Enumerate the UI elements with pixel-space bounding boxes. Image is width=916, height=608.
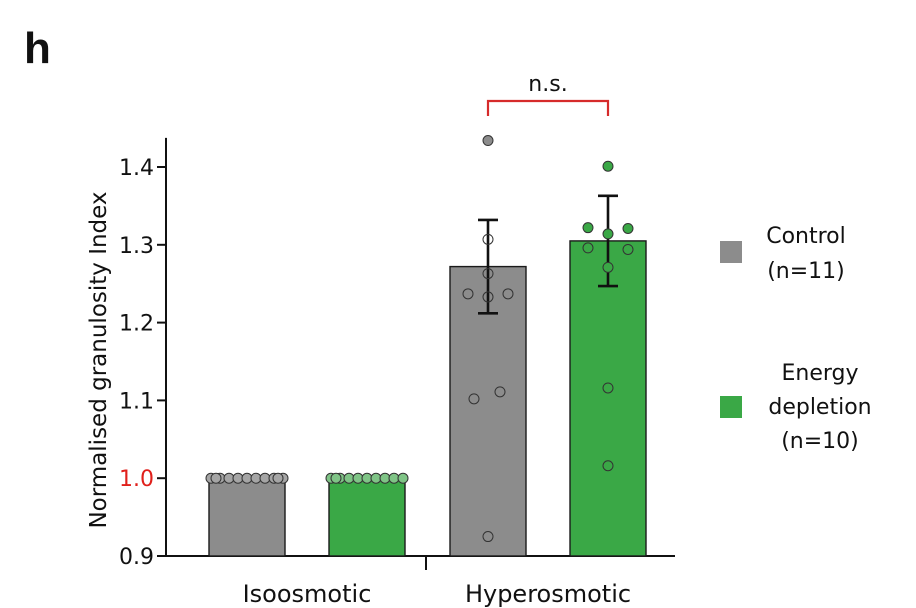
data-point [622, 222, 634, 234]
significance-label: n.s. [528, 72, 567, 97]
data-points [205, 135, 634, 543]
data-point [602, 228, 614, 240]
data-point [482, 233, 494, 245]
data-point [397, 472, 409, 484]
data-point [482, 531, 494, 543]
data-point [494, 386, 506, 398]
y-tick-label: 0.9 [119, 545, 154, 570]
legend-label-energy-line2: depletion [768, 395, 871, 420]
bar [449, 265, 527, 557]
panel-letter: h [24, 24, 51, 73]
data-point [582, 242, 594, 254]
significance-bracket [486, 99, 610, 116]
data-point [210, 472, 222, 484]
data-point [482, 135, 494, 147]
data-point [330, 472, 342, 484]
data-point [482, 291, 494, 303]
data-point [468, 393, 480, 405]
data-point [602, 160, 614, 172]
y-tick-label: 1.1 [119, 389, 154, 414]
data-point [502, 288, 514, 300]
data-point [462, 288, 474, 300]
legend-n-control: (n=11) [767, 259, 845, 284]
data-point [482, 268, 494, 280]
bar [328, 477, 406, 557]
bar [208, 477, 286, 557]
data-point [602, 261, 614, 273]
legend-label-control: Control [766, 224, 846, 249]
bars [208, 240, 647, 557]
significance-annotation: n.s. [486, 72, 610, 116]
legend-label-energy-line1: Energy [781, 361, 858, 386]
y-tick-label: 1.2 [119, 312, 154, 337]
legend-swatch-energy-depletion [720, 396, 742, 418]
data-point [602, 382, 614, 394]
data-point [622, 243, 634, 255]
legend-n-energy: (n=10) [781, 429, 859, 454]
legend: Control (n=11) Energy depletion (n=10) [720, 224, 872, 454]
axes: 0.9 1.0 1.1 1.2 1.3 1.4 Isoosmotic Hyperosmotic [119, 137, 675, 608]
legend-swatch-control [720, 241, 742, 263]
y-axis-label: Normalised granulosity Index [86, 191, 112, 528]
data-point [272, 472, 284, 484]
bar [569, 240, 647, 557]
data-point [582, 222, 594, 234]
x-category-label: Isoosmotic [243, 580, 372, 608]
x-category-label: Hyperosmotic [465, 580, 631, 608]
data-point [602, 460, 614, 472]
y-tick-label: 1.0 [119, 467, 154, 492]
y-tick-label: 1.4 [119, 156, 154, 181]
y-tick-label: 1.3 [119, 234, 154, 259]
